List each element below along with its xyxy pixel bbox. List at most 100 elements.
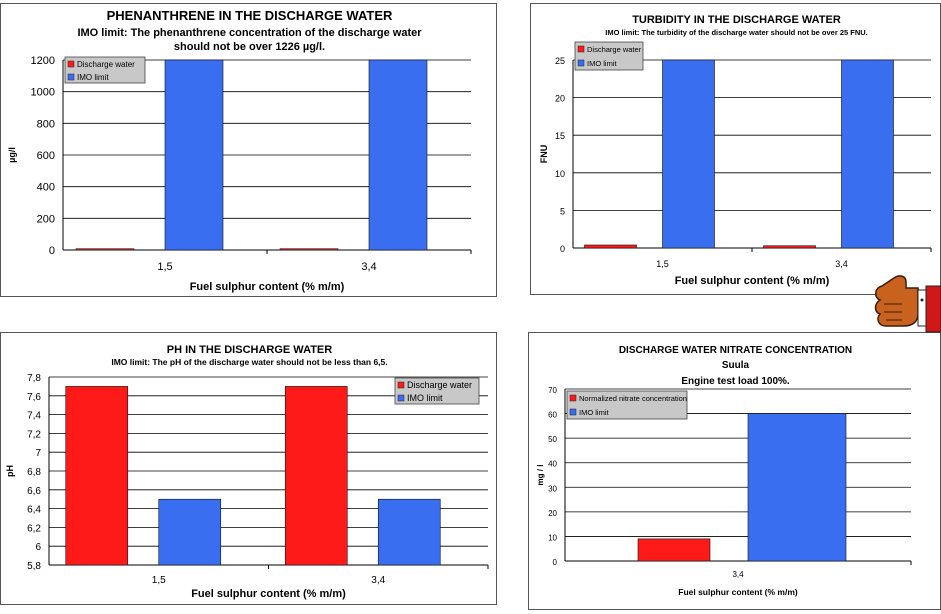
- y-axis-label: µg/l: [7, 147, 17, 163]
- phenanthrene-chart: PHENANTHRENE IN THE DISCHARGE WATER IMO l…: [7, 8, 472, 293]
- y-tick-label: 7,2: [27, 429, 41, 440]
- y-tick-label: 6,4: [27, 505, 41, 516]
- bar-discharge-1: [763, 245, 816, 249]
- legend-label: IMO limit: [587, 59, 617, 68]
- chart-title-line: TURBIDITY IN THE DISCHARGE WATER: [632, 14, 841, 26]
- y-tick-label: 0: [553, 558, 558, 567]
- bar-imo-1: [368, 59, 428, 251]
- chart-title-line: IMO limit: The phenanthrene concentratio…: [77, 27, 422, 39]
- y-tick-label: 6,2: [27, 523, 41, 534]
- y-tick-label: 7: [35, 448, 41, 459]
- legend-swatch: [397, 381, 405, 389]
- y-tick-label: 0: [560, 244, 565, 254]
- bar-imo-0: [662, 59, 715, 249]
- y-axis-label: mg / l: [536, 465, 545, 486]
- legend-swatch: [569, 394, 577, 402]
- y-tick-label: 20: [548, 509, 557, 518]
- legend-box: [64, 56, 146, 84]
- chart-title-line: IMO limit: The pH of the discharge water…: [111, 357, 387, 367]
- y-tick-label: 6,6: [27, 486, 41, 497]
- y-tick-label: 20: [555, 94, 565, 104]
- chart-title-line: Engine test load 100%.: [681, 376, 790, 387]
- nitrate-chart-panel: DISCHARGE WATER NITRATE CONCENTRATION Suu…: [528, 332, 941, 610]
- y-tick-label: 1200: [31, 55, 55, 67]
- bar-discharge-0: [584, 244, 637, 249]
- bar-discharge-0: [65, 386, 129, 566]
- y-tick-label: 7,4: [27, 411, 41, 422]
- x-axis-label: Fuel sulphur content (% m/m): [191, 588, 346, 600]
- chart-title-line: IMO limit: The turbidity of the discharg…: [605, 28, 868, 37]
- chart-title-line: PH IN THE DISCHARGE WATER: [167, 344, 332, 356]
- y-tick-label: 10: [548, 533, 557, 542]
- legend-swatch: [577, 59, 585, 67]
- bar-imo-1: [841, 59, 894, 249]
- turbidity-chart: TURBIDITY IN THE DISCHARGE WATER IMO limi…: [539, 14, 932, 287]
- legend-box: [574, 41, 644, 71]
- chart-title-line: PHENANTHRENE IN THE DISCHARGE WATER: [107, 8, 393, 23]
- chart-title-line: DISCHARGE WATER NITRATE CONCENTRATION: [619, 345, 852, 356]
- legend-swatch: [397, 394, 405, 402]
- bar-imo-1: [377, 498, 441, 566]
- bar-discharge-0: [637, 538, 711, 562]
- y-tick-label: 6,8: [27, 467, 41, 478]
- phenanthrene-chart-panel: PHENANTHRENE IN THE DISCHARGE WATER IMO l…: [0, 3, 497, 297]
- y-tick-label: 600: [37, 150, 55, 162]
- y-tick-label: 6: [35, 542, 41, 553]
- legend-box: [566, 390, 688, 420]
- x-axis-label: Fuel sulphur content (% m/m): [675, 275, 830, 287]
- y-axis-label: FNU: [539, 145, 549, 164]
- y-tick-label: 30: [548, 484, 557, 493]
- legend-label: Discharge water: [407, 380, 472, 390]
- y-tick-label: 200: [37, 213, 55, 225]
- legend-swatch: [67, 73, 75, 81]
- bar-discharge-0: [75, 248, 135, 251]
- legend-label: IMO limit: [407, 393, 443, 403]
- legend-label: Discharge water: [587, 45, 642, 54]
- legend-swatch: [67, 60, 75, 68]
- y-tick-label: 800: [37, 118, 55, 130]
- y-tick-label: 400: [37, 182, 55, 194]
- y-tick-label: 10: [555, 169, 565, 179]
- x-category-label: 1,5: [157, 261, 172, 273]
- x-category-label: 3,4: [835, 259, 848, 269]
- y-tick-label: 25: [555, 56, 565, 66]
- x-category-label: 3,4: [361, 261, 376, 273]
- x-category-label: 3,4: [371, 575, 385, 586]
- x-category-label: 1,5: [152, 575, 166, 586]
- legend-box: [394, 377, 480, 405]
- y-tick-label: 40: [548, 460, 557, 469]
- ph-chart-panel: PH IN THE DISCHARGE WATER IMO limit: The …: [0, 332, 497, 605]
- turbidity-chart-panel: TURBIDITY IN THE DISCHARGE WATER IMO limi…: [530, 3, 941, 295]
- bar-imo-0: [747, 413, 847, 562]
- chart-title-line: should not be over 1226 µg/l.: [174, 41, 325, 53]
- legend-swatch: [569, 408, 577, 416]
- x-category-label: 1,5: [656, 259, 669, 269]
- legend-label: Normalized nitrate concentration: [579, 394, 687, 403]
- y-axis-label: pH: [5, 465, 15, 477]
- legend-label: Discharge water: [77, 60, 135, 69]
- nitrate-chart: DISCHARGE WATER NITRATE CONCENTRATION Suu…: [536, 345, 912, 597]
- bar-imo-0: [164, 59, 224, 251]
- y-tick-label: 15: [555, 131, 565, 141]
- y-tick-label: 50: [548, 435, 557, 444]
- chart-title-line: Suula: [722, 360, 750, 371]
- legend-swatch: [577, 45, 585, 53]
- y-tick-label: 5: [560, 206, 565, 216]
- legend-label: IMO limit: [77, 73, 109, 82]
- y-tick-label: 1000: [31, 87, 55, 99]
- y-tick-label: 7,8: [27, 373, 41, 384]
- bar-discharge-1: [284, 386, 348, 566]
- y-tick-label: 7,6: [27, 392, 41, 403]
- y-tick-label: 0: [49, 245, 55, 257]
- legend-label: IMO limit: [579, 408, 609, 417]
- y-tick-label: 70: [548, 386, 557, 395]
- y-tick-label: 60: [548, 411, 557, 420]
- x-axis-label: Fuel sulphur content (% m/m): [190, 281, 345, 293]
- x-axis-label: Fuel sulphur content (% m/m): [678, 587, 798, 597]
- bar-imo-0: [158, 498, 222, 566]
- y-tick-label: 5,8: [27, 561, 41, 572]
- bar-discharge-1: [279, 248, 339, 251]
- x-category-label: 3,4: [732, 570, 744, 579]
- pointing-hand-icon: [874, 275, 941, 333]
